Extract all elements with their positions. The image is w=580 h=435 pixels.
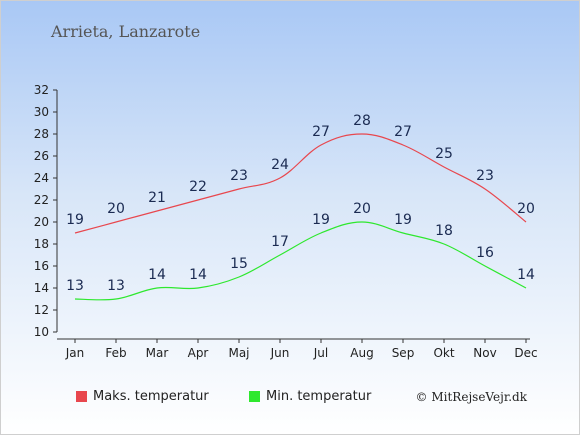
x-tick-label: Sep [392, 346, 415, 360]
max-data-label: 21 [148, 190, 166, 206]
y-tick-label: 10 [34, 325, 49, 339]
x-tick-label: Nov [473, 346, 496, 360]
min-data-label: 13 [66, 278, 84, 294]
y-tick-label: 30 [34, 105, 49, 119]
min-data-label: 20 [353, 201, 371, 217]
max-data-label: 27 [394, 124, 412, 140]
data-labels: 19 20 21 22 23 24 27 28 27 25 23 20 13 13 14 14 15 17 19 20… [66, 113, 535, 294]
x-tick-label: Apr [188, 346, 209, 360]
y-tick-label: 18 [34, 237, 49, 251]
x-tick-label: Jul [313, 346, 328, 360]
x-tick-label: Mar [146, 346, 169, 360]
copyright-text: © MitRejseVejr.dk [415, 390, 527, 404]
max-data-label: 23 [476, 168, 494, 184]
min-data-label: 14 [189, 267, 207, 283]
legend-max-label: Maks. temperatur [93, 389, 209, 404]
max-data-label: 22 [189, 179, 207, 195]
series-lines [74, 133, 527, 301]
x-tick-label: Okt [433, 346, 454, 360]
y-tick-label: 28 [34, 127, 49, 141]
legend-min-swatch [249, 391, 260, 402]
x-tick-label: Jan [65, 346, 85, 360]
min-data-label: 16 [476, 245, 494, 261]
max-temperature-line [74, 133, 527, 234]
min-data-label: 15 [230, 256, 248, 272]
y-tick-label: 24 [34, 171, 49, 185]
max-data-label: 20 [517, 201, 535, 217]
x-tick-label: Maj [228, 346, 249, 360]
chart-title: Arrieta, Lanzarote [51, 22, 201, 41]
min-data-label: 13 [107, 278, 125, 294]
min-data-label: 17 [271, 234, 289, 250]
y-tick-label: 12 [34, 303, 49, 317]
min-data-label: 19 [312, 212, 330, 228]
min-data-label: 18 [435, 223, 453, 239]
y-tick-label: 32 [34, 83, 49, 97]
y-tick-label: 14 [34, 281, 49, 295]
y-tick-label: 16 [34, 259, 49, 273]
max-data-label: 28 [353, 113, 371, 129]
min-temperature-line [74, 221, 527, 301]
x-tick-label: Dec [514, 346, 537, 360]
max-data-label: 25 [435, 146, 453, 162]
max-data-label: 23 [230, 168, 248, 184]
max-data-label: 20 [107, 201, 125, 217]
min-data-label: 14 [517, 267, 535, 283]
max-data-label: 19 [66, 212, 84, 228]
x-tick-label: Feb [105, 346, 126, 360]
max-data-label: 27 [312, 124, 330, 140]
x-tick-label: Jun [270, 346, 290, 360]
legend-max: Maks. temperatur [76, 389, 209, 404]
max-data-label: 24 [271, 157, 289, 173]
y-tick-label: 26 [34, 149, 49, 163]
y-tick-label: 22 [34, 193, 49, 207]
legend-min-label: Min. temperatur [266, 389, 372, 404]
y-tick-label: 20 [34, 215, 49, 229]
legend-max-swatch [76, 391, 87, 402]
min-data-label: 19 [394, 212, 412, 228]
axes: 10 12 14 16 18 20 22 24 26 28 30 32 Jan Feb Mar Apr Maj J… [34, 83, 538, 360]
x-tick-label: Aug [350, 346, 373, 360]
legend-min: Min. temperatur [249, 389, 371, 404]
min-data-label: 14 [148, 267, 166, 283]
